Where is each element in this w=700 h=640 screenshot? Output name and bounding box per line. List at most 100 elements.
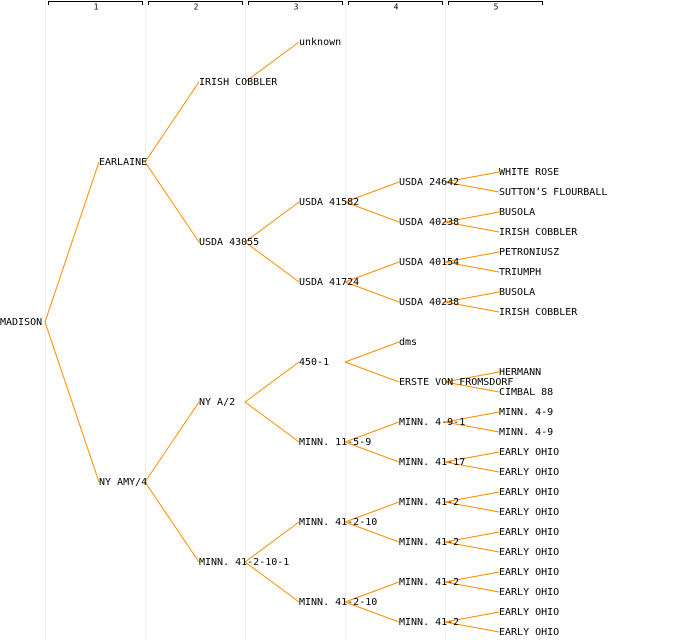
node-label: EARLY OHIO (499, 627, 559, 638)
pedigree-edge (444, 291, 500, 303)
node-label: HERMANN (499, 367, 541, 378)
column-bracket (148, 1, 243, 5)
pedigree-edge (444, 381, 500, 393)
node-label[interactable]: IRISH COBBLER (199, 77, 278, 88)
node-label: MADISON (0, 317, 42, 328)
column-bracket (48, 1, 143, 5)
pedigree-edge (444, 421, 500, 433)
column-bracket (248, 1, 343, 5)
node-label: MINN. 4-9 (499, 407, 553, 418)
node-label: USDA 24642 (399, 177, 459, 188)
node-label: MINN. 41-17 (399, 457, 465, 468)
pedigree-edge (444, 531, 500, 543)
pedigree-edge (144, 401, 200, 483)
node-label: USDA 41724 (299, 277, 359, 288)
pedigree-edge (344, 601, 400, 623)
node-label: SUTTON’S FLOURBALL (499, 187, 607, 198)
pedigree-edge (444, 491, 500, 503)
column-bracket (448, 1, 543, 5)
node-label: USDA 40154 (399, 257, 459, 268)
node-label: MINN. 41-2 (399, 537, 459, 548)
node-label: MINN. 4-9 (499, 427, 553, 438)
node-label: unknown (299, 37, 341, 48)
node-label: MINN. 41-2-10-1 (199, 557, 289, 568)
column-header: 5 (494, 3, 499, 12)
node-label: CIMBAL 88 (499, 387, 553, 398)
pedigree-edge (444, 371, 500, 383)
node-label: USDA 40238 (399, 297, 459, 308)
node-label: BUSOLA (499, 287, 535, 298)
pedigree-edge (444, 451, 500, 463)
pedigree-edge (444, 411, 500, 423)
pedigree-edge (44, 161, 100, 323)
pedigree-edge (444, 621, 500, 633)
pedigree-edge (244, 241, 300, 283)
node-label: ERSTE VON FROMSDORF (399, 377, 513, 388)
pedigree-edge (444, 611, 500, 623)
pedigree-edge (444, 181, 500, 193)
pedigree-edge (444, 211, 500, 223)
pedigree-edge (344, 261, 400, 283)
node-label: IRISH COBBLER (499, 227, 578, 238)
node-label: dms (399, 337, 417, 348)
pedigree-edge (344, 501, 400, 523)
node-label: MINN. 4-9-1 (399, 417, 465, 428)
node-label: MINN. 41-2 (399, 577, 459, 588)
pedigree-edge (144, 81, 200, 163)
pedigree-edge (444, 171, 500, 183)
node-label: EARLY OHIO (499, 487, 559, 498)
column-header: 4 (394, 3, 399, 12)
node-label: MINN. 41-2 (399, 497, 459, 508)
pedigree-edge (244, 201, 300, 243)
pedigree-edge (344, 181, 400, 203)
pedigree-edge (444, 581, 500, 593)
node-label: MINN. 41-2 (399, 617, 459, 628)
pedigree-edge (44, 321, 100, 483)
pedigree-edge (244, 401, 300, 443)
node-label: NY A/2 (199, 397, 235, 408)
node-label: EARLY OHIO (499, 467, 559, 478)
pedigree-edge (444, 261, 500, 273)
node-label: USDA 41582 (299, 197, 359, 208)
node-label: EARLY OHIO (499, 547, 559, 558)
pedigree-edge (444, 541, 500, 553)
node-label: EARLY OHIO (499, 527, 559, 538)
column-header: 3 (294, 3, 299, 12)
pedigree-edge (444, 251, 500, 263)
pedigree-edge (444, 571, 500, 583)
column-bracket (348, 1, 443, 5)
pedigree-edge (244, 41, 300, 83)
column-header: 2 (194, 3, 199, 12)
node-label: EARLY OHIO (499, 507, 559, 518)
node-label: EARLY OHIO (499, 607, 559, 618)
pedigree-edge (344, 361, 400, 383)
node-label: MINN. 41-2-10 (299, 517, 377, 528)
pedigree-edge (244, 561, 300, 603)
pedigree-edge (344, 281, 400, 303)
node-label: USDA 40238 (399, 217, 459, 228)
node-label: EARLY OHIO (499, 447, 559, 458)
pedigree-edge (444, 501, 500, 513)
pedigree-edge (244, 361, 300, 403)
node-label: MINN. 11-5-9 (299, 437, 371, 448)
pedigree-edge (344, 341, 400, 363)
node-label: MINN. 41-2-10 (299, 597, 377, 608)
pedigree-edge (344, 441, 400, 463)
pedigree-edge (344, 581, 400, 603)
pedigree-edge (344, 421, 400, 443)
node-label: NY AMY/4 (99, 477, 147, 488)
node-label: USDA 43055 (199, 237, 259, 248)
node-label: PETRONIUSZ (499, 247, 559, 258)
pedigree-edge (144, 161, 200, 243)
pedigree-edge (244, 521, 300, 563)
node-label: WHITE ROSE (499, 167, 559, 178)
pedigree-edge (344, 201, 400, 223)
node-label: TRIUMPH (499, 267, 541, 278)
node-label: 450-1 (299, 357, 329, 368)
pedigree-edge (444, 221, 500, 233)
pedigree-edge (444, 301, 500, 313)
node-label: EARLY OHIO (499, 567, 559, 578)
node-label: IRISH COBBLER (499, 307, 578, 318)
